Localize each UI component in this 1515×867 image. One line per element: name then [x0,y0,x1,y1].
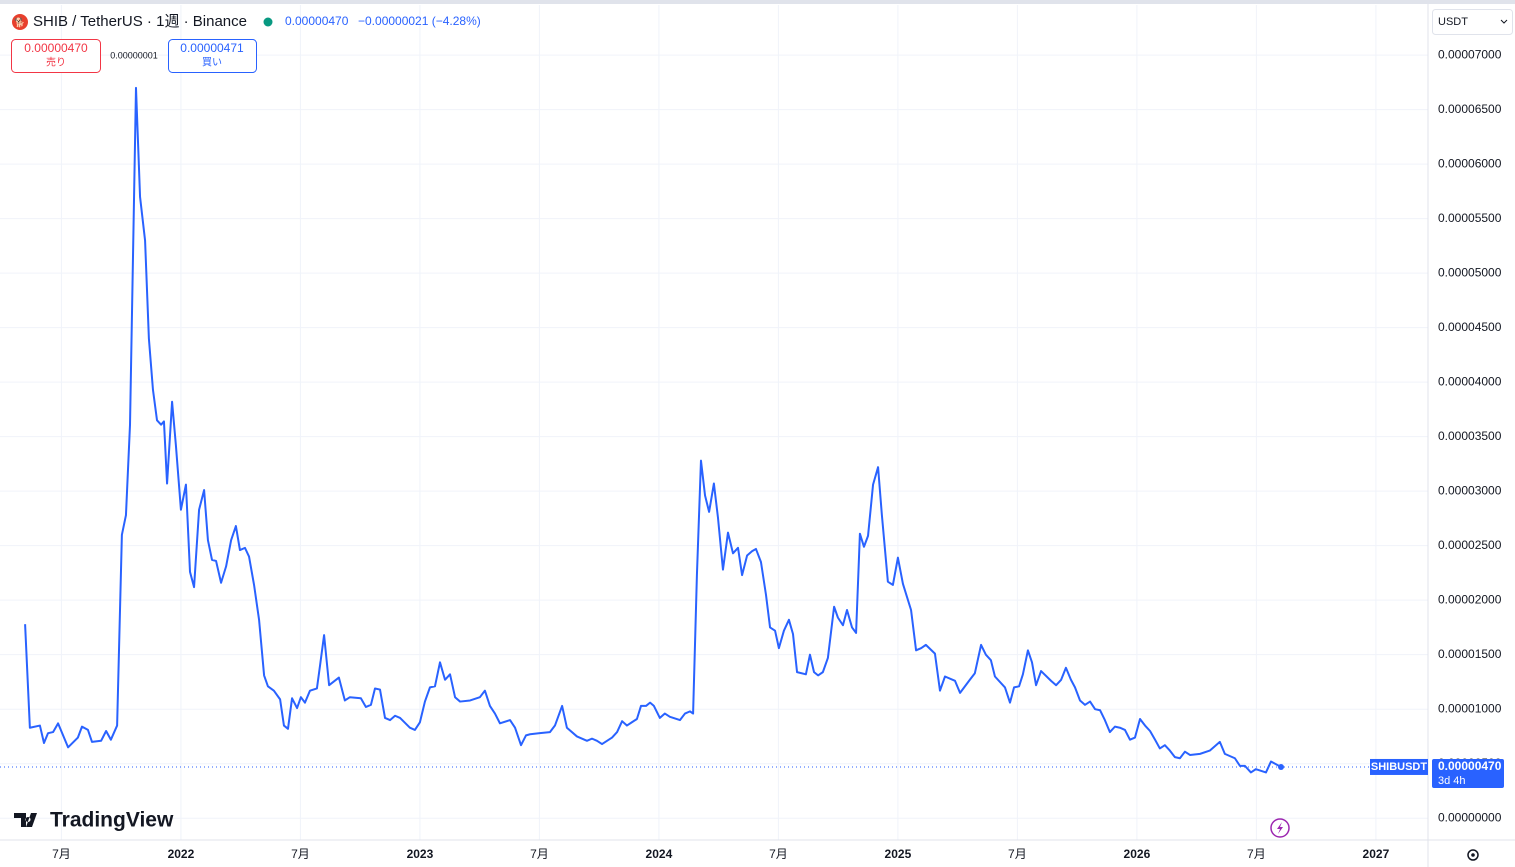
x-tick-label: 7月 [530,847,549,861]
y-tick-label: 0.00002000 [1438,592,1502,606]
chevron[interactable] [1500,19,1508,24]
price-tag-label: 0.00000470 [1438,759,1502,773]
logo-mark[interactable] [14,813,37,827]
last-price: 0.00000470 [285,14,349,28]
market-status[interactable] [263,17,273,27]
y-tick-label: 0.00005000 [1438,265,1502,279]
overlay: SHIBUSDT 0.00000470 3d 4h [1370,758,1504,788]
y-tick-label: 0.00004500 [1438,320,1502,334]
buy-button[interactable]: 0.00000471 買い [168,39,257,73]
y-tick-label: 0.00004000 [1438,374,1502,388]
countdown: 3d 4h [1438,775,1466,787]
y-tick-label: 0.00001000 [1438,701,1502,715]
y-tick-label: 0.00003000 [1438,483,1502,497]
x-tick-label: 2022 [168,847,195,861]
settings-center[interactable] [1471,853,1475,857]
logo-text[interactable]: TradingView [50,809,174,832]
x-tick-label: 2025 [885,847,912,861]
spread: 0.00000001 [110,50,158,60]
symbol-tag-label: SHIBUSDT [1371,761,1428,773]
price-line [24,86,1282,774]
y-tick-label: 0.00006500 [1438,102,1502,116]
y-tick-label: 0.00003500 [1438,429,1502,443]
currency[interactable]: USDT [1438,16,1468,28]
x-tick-label: 2023 [407,847,434,861]
y-tick-label: 0.00007000 [1438,47,1502,61]
symbol-icon-glyph: 🐕 [14,16,25,27]
x-tick-label: 2026 [1124,847,1151,861]
last-price-dot [1278,763,1285,770]
logo[interactable]: TradingView [14,809,174,832]
sell-box[interactable] [11,39,101,73]
grid [0,5,1428,840]
chart-title: SHIB / TetherUS · 1週 · Binance [33,13,247,30]
buy-label[interactable]: 買い [202,57,222,69]
x-tick-label: 2027 [1363,847,1390,861]
x-tick-label: 7月 [52,847,71,861]
buy-box[interactable] [168,39,257,73]
sell-label[interactable]: 売り [46,56,66,69]
y-tick-label: 0.00000000 [1438,810,1502,824]
x-tick-label: 7月 [291,847,310,861]
symbol-icon [12,14,28,30]
x-tick-label: 7月 [1008,847,1027,861]
y-tick-label: 0.00002500 [1438,538,1502,552]
axes: 0.000000000.000005000.000010000.00001500… [52,47,1502,861]
alert-icon[interactable] [1270,818,1290,838]
x-tick-label: 7月 [769,847,788,861]
symbol-tag [1370,758,1428,775]
price-tag [1432,758,1504,788]
settings-gear[interactable] [1467,849,1479,861]
sell-button[interactable]: 0.00000470 売り [11,39,101,73]
y-tick-label: 0.00001500 [1438,647,1502,661]
buy-price[interactable]: 0.00000471 [180,41,244,55]
x-tick-label: 2024 [646,847,673,861]
currency-box[interactable] [1432,9,1513,35]
x-tick-label: 7月 [1247,847,1266,861]
y-tick-label: 0.00006000 [1438,156,1502,170]
sell-price[interactable]: 0.00000470 [24,41,88,55]
plot [0,86,1428,774]
settings[interactable] [1467,849,1479,861]
alert-bolt[interactable] [1277,822,1283,834]
y-tick-label: 0.00005500 [1438,211,1502,225]
currency-select[interactable]: USDT [1432,9,1513,35]
top-bar [0,0,1515,4]
price-change: −0.00000021 (−4.28%) [358,14,481,28]
